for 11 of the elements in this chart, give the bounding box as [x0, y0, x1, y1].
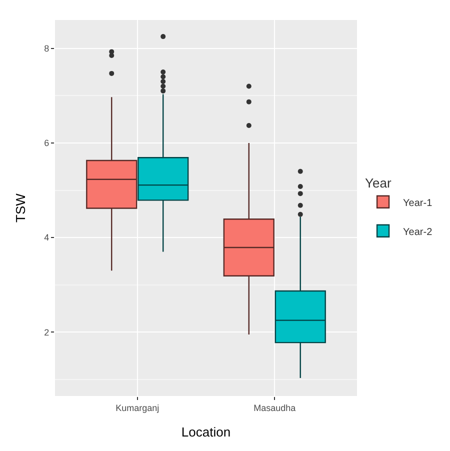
y-tick-label: 4: [44, 232, 50, 243]
y-tick-label: 6: [44, 138, 50, 148]
x-axis-title: Location: [181, 424, 231, 440]
y-tick-label: 8: [44, 44, 50, 54]
legend-label: Year-1: [403, 198, 433, 209]
legend-label: Year-2: [403, 226, 433, 238]
x-tick-label: Kumarganj: [116, 402, 160, 413]
y-tick-label: 2: [44, 327, 50, 338]
x-tick-label: Masaudha: [254, 402, 296, 413]
legend-title: Year: [365, 175, 392, 190]
y-axis-title: TSW: [13, 192, 28, 222]
